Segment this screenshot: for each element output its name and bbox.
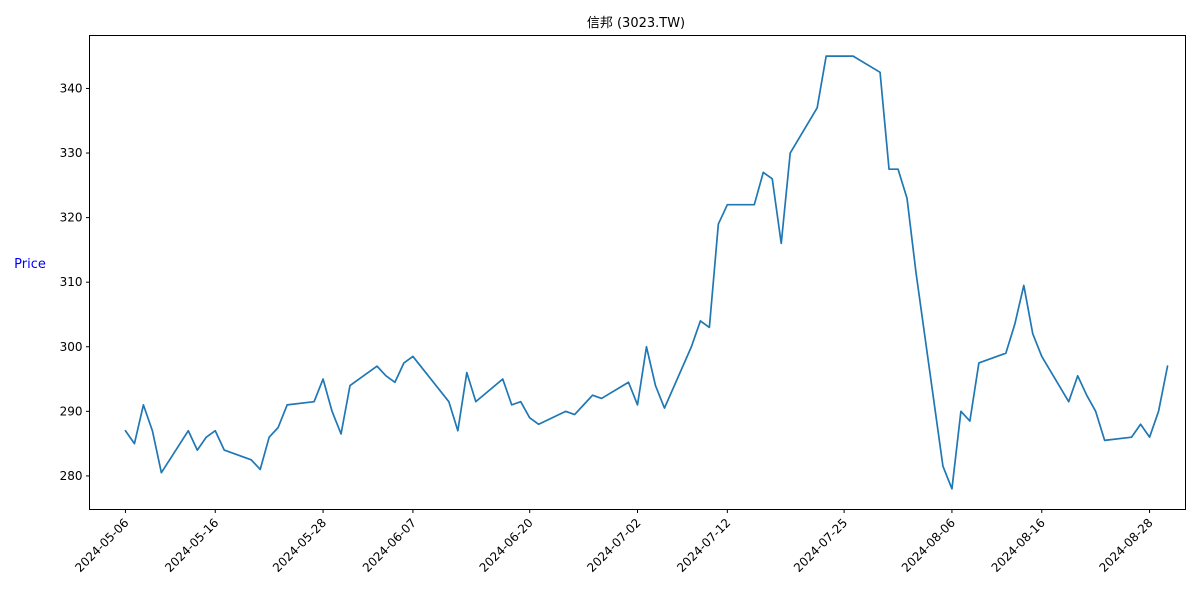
x-tick-label: 2024-07-25 (791, 516, 850, 575)
y-tick-label: 320 (60, 211, 83, 225)
x-tick-label: 2024-07-02 (584, 516, 643, 575)
price-series-line (124, 55, 1169, 490)
x-tick-label: 2024-08-06 (899, 516, 958, 575)
y-tick-label: 300 (60, 340, 83, 354)
y-tick-label: 340 (60, 81, 83, 95)
y-axis-label: Price (14, 257, 46, 272)
x-tick-label: 2024-06-20 (477, 516, 536, 575)
y-tick-label: 310 (60, 275, 83, 289)
chart-title: 信邦 (3023.TW) (587, 16, 685, 31)
plot-area: 280 290 300 310 320 330 340 2024-05-06 2024-05-1… (60, 55, 1169, 575)
y-tick-label: 290 (60, 404, 83, 418)
x-tick-label: 2024-06-07 (360, 516, 419, 575)
x-tick-label: 2024-08-28 (1096, 516, 1155, 575)
x-tick-label: 2024-08-16 (989, 516, 1048, 575)
x-tick-label: 2024-05-28 (270, 516, 329, 575)
y-tick-label: 280 (60, 469, 83, 483)
plot-frame (89, 35, 1186, 510)
x-tick-label: 2024-05-16 (162, 516, 221, 575)
y-tick-label: 330 (60, 146, 83, 160)
x-tick-label: 2024-07-12 (674, 516, 733, 575)
x-tick-label: 2024-05-06 (72, 516, 131, 575)
